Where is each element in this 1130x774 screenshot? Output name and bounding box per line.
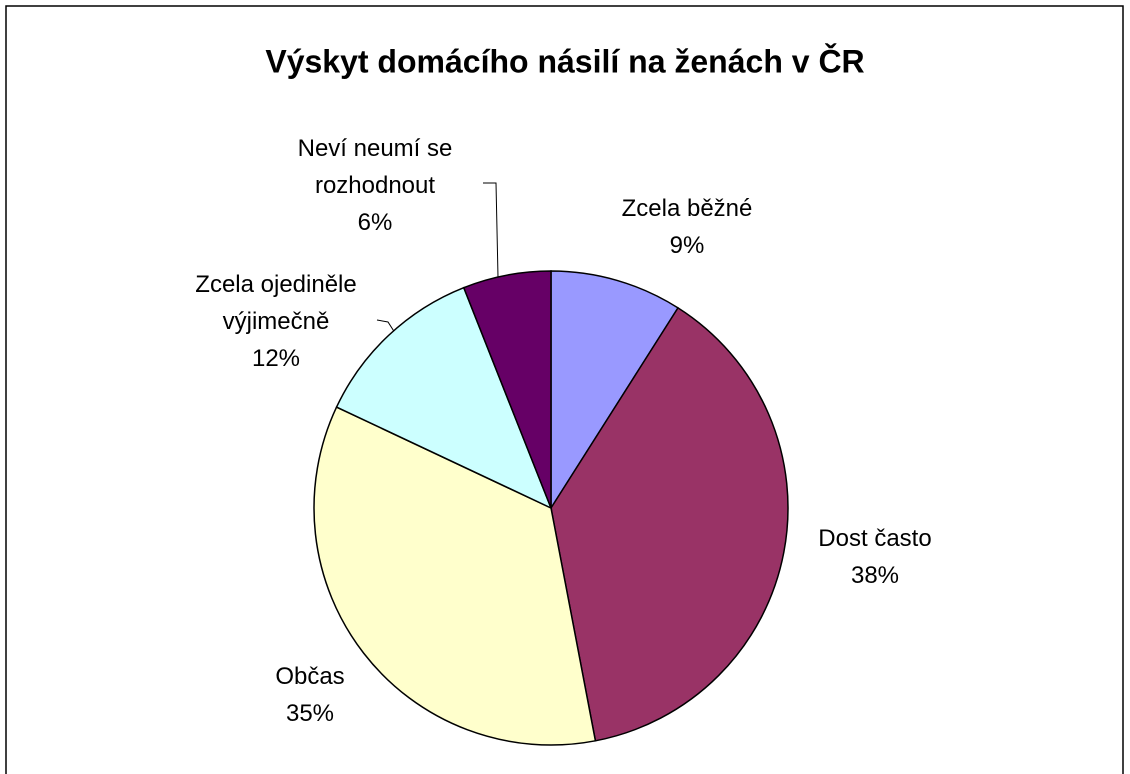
slice-label: Občas: [275, 663, 345, 690]
slice-label: Dost často: [818, 525, 932, 552]
pie-slice: [550, 270, 680, 511]
pie-slice: [313, 406, 597, 746]
slice-value-label: 38%: [850, 562, 900, 589]
slice-value-label: 6%: [357, 209, 393, 236]
chart-title: Výskyt domácího násilí na ženách v ČR: [265, 43, 864, 79]
slice-value-label: 9%: [669, 232, 705, 259]
pie-slice: [462, 270, 552, 509]
pie-slice: [550, 306, 789, 742]
pie-slice: [335, 286, 553, 510]
slice-value-label: 35%: [285, 700, 335, 727]
slice-label: Zcela běžné: [621, 195, 753, 222]
slice-label: Neví neumí se rozhodnout: [297, 135, 453, 199]
pie: [313, 270, 789, 746]
leader-line: [483, 182, 499, 278]
slice-label: Zcela ojediněle výjimečně: [195, 271, 357, 335]
slice-value-label: 12%: [251, 345, 301, 372]
